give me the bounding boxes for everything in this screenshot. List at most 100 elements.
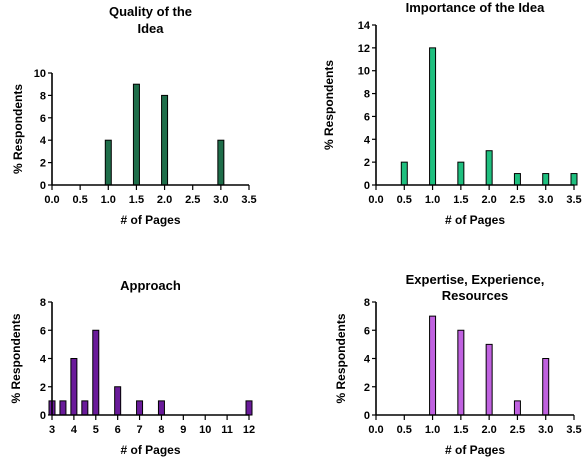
x-tick-label: 5 (93, 424, 99, 436)
y-tick-label: 6 (364, 111, 370, 123)
bar (457, 161, 465, 186)
x-tick-label: 11 (221, 424, 233, 436)
chart-title: Quality of the (109, 4, 192, 19)
y-tick-label: 8 (364, 89, 370, 101)
bar (570, 173, 578, 186)
bar (245, 400, 253, 416)
y-tick-label: 0 (364, 180, 370, 192)
x-tick-label: 12 (243, 424, 255, 436)
y-tick-label: 4 (364, 354, 371, 366)
x-axis-label: # of Pages (120, 443, 180, 457)
y-tick-label: 6 (364, 325, 370, 337)
y-axis-label: % Respondents (322, 60, 336, 150)
chart-approach: Approach 0 2 4 6 8 3 4 5 6 7 8 9 10 11 12 # of Pages % Re… (9, 278, 255, 457)
chart-title: Importance of the Idea (406, 0, 545, 15)
x-axis-label: # of Pages (120, 213, 180, 227)
x-tick-label: 9 (180, 424, 186, 436)
bar (513, 173, 521, 186)
y-axis-label: % Respondents (11, 84, 25, 174)
x-tick-label: 2.0 (157, 194, 172, 206)
x-tick-label: 2.5 (510, 424, 525, 436)
x-tick-label: 3 (49, 424, 55, 436)
x-tick-label: 2.5 (185, 194, 200, 206)
y-tick-label: 6 (40, 113, 46, 125)
x-tick-label: 1.5 (453, 424, 468, 436)
bar (59, 400, 67, 416)
y-tick-label: 8 (364, 297, 370, 309)
bar (104, 139, 112, 186)
y-tick-label: 2 (40, 382, 46, 394)
x-tick-label: 6 (115, 424, 121, 436)
x-tick-label: 8 (158, 424, 164, 436)
chart-importance-of-idea: Importance of the Idea 0 2 4 6 8 10 12 14 0.0 0.5 1… (322, 0, 582, 227)
chart-title: Idea (137, 21, 164, 36)
x-tick-label: 10 (199, 424, 211, 436)
y-tick-label: 12 (358, 43, 370, 55)
x-tick-label: 3.0 (538, 424, 553, 436)
y-tick-label: 2 (40, 158, 46, 170)
x-tick-label: 1.5 (453, 194, 468, 206)
y-tick-label: 4 (40, 354, 47, 366)
x-tick-label: 4 (71, 424, 78, 436)
bar (114, 386, 122, 416)
y-tick-label: 10 (358, 66, 370, 78)
bar (457, 329, 465, 416)
y-tick-label: 8 (40, 90, 46, 102)
x-tick-label: 2.5 (510, 194, 525, 206)
bar (92, 329, 100, 416)
y-tick-label: 14 (358, 20, 371, 32)
y-tick-label: 6 (40, 325, 46, 337)
x-tick-label: 2.0 (481, 424, 496, 436)
x-tick-label: 1.0 (425, 194, 440, 206)
x-tick-label: 7 (136, 424, 142, 436)
chart-title: Approach (120, 278, 181, 293)
x-tick-label: 1.0 (425, 424, 440, 436)
bar (485, 150, 493, 186)
x-tick-label: 3.5 (241, 194, 256, 206)
y-tick-label: 2 (364, 382, 370, 394)
bar (542, 358, 550, 416)
bar (81, 400, 89, 416)
y-tick-label: 4 (40, 135, 47, 147)
x-tick-label: 0.5 (72, 194, 87, 206)
bar (400, 161, 408, 186)
y-tick-label: 4 (364, 134, 371, 146)
x-tick-label: 0.5 (397, 424, 412, 436)
y-tick-label: 2 (364, 157, 370, 169)
bar (132, 83, 140, 186)
y-tick-label: 0 (40, 410, 46, 422)
chart-quality-of-idea: Quality of the Idea 0 2 4 6 8 10 0.0 0.5 1.0 1.5 2.0… (11, 4, 257, 227)
y-tick-label: 0 (40, 180, 46, 192)
bar (136, 400, 144, 416)
bar (429, 315, 437, 416)
x-tick-label: 1.0 (101, 194, 116, 206)
chart-expertise-experience-resources: Expertise, Experience,Resources 0 2 4 6 8 0.0 0… (334, 272, 582, 457)
chart-title: Resources (442, 288, 508, 303)
bar (161, 94, 169, 186)
bar (542, 173, 550, 186)
x-tick-label: 2.0 (481, 194, 496, 206)
x-tick-label: 0.0 (44, 194, 59, 206)
chart-title: Expertise, Experience, (406, 272, 545, 287)
x-axis-label: # of Pages (445, 213, 505, 227)
x-tick-label: 1.5 (129, 194, 144, 206)
y-tick-label: 8 (40, 297, 46, 309)
x-tick-label: 3.0 (538, 194, 553, 206)
bar (157, 400, 165, 416)
bar (429, 47, 437, 186)
bar (70, 358, 78, 416)
x-tick-label: 0.5 (397, 194, 412, 206)
y-axis-label: % Respondents (9, 313, 23, 403)
y-tick-label: 10 (34, 68, 46, 80)
y-axis-label: % Respondents (334, 313, 348, 403)
x-tick-label: 3.0 (213, 194, 228, 206)
x-tick-label: 3.5 (566, 194, 581, 206)
x-tick-label: 0.0 (368, 194, 383, 206)
x-tick-label: 3.5 (566, 424, 581, 436)
bar (513, 400, 521, 416)
bar (217, 139, 225, 186)
bar (485, 343, 493, 416)
x-axis-label: # of Pages (445, 443, 505, 457)
y-tick-label: 0 (364, 410, 370, 422)
